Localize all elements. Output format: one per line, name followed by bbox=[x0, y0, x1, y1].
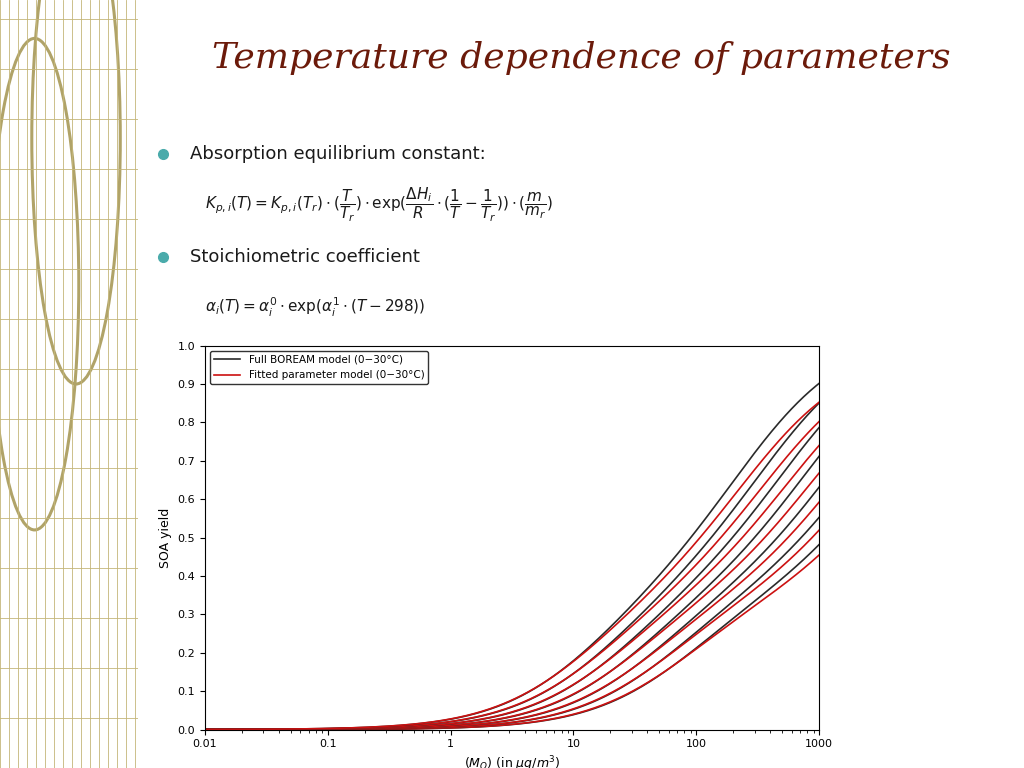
Full BOREAM model (0−30°C) bbox=[272, 725, 285, 734]
Full BOREAM model (0−30°C) bbox=[199, 725, 211, 734]
Fitted parameter model (0−30°C) bbox=[398, 724, 411, 733]
Fitted parameter model (0−30°C) bbox=[272, 725, 285, 734]
Text: Stoichiometric coefficient: Stoichiometric coefficient bbox=[189, 248, 420, 266]
Fitted parameter model (0−30°C) bbox=[813, 551, 825, 560]
Text: $\alpha_i(T) = \alpha_i^0 \cdot \exp(\alpha_i^1 \cdot (T - 298))$: $\alpha_i(T) = \alpha_i^0 \cdot \exp(\al… bbox=[205, 296, 425, 319]
Full BOREAM model (0−30°C) bbox=[642, 678, 654, 687]
Full BOREAM model (0−30°C) bbox=[813, 540, 825, 549]
Line: Full BOREAM model (0−30°C): Full BOREAM model (0−30°C) bbox=[205, 545, 819, 730]
Text: $K_{p,i}(T) = K_{p,i}(T_r) \cdot (\dfrac{T}{T_r}) \cdot \exp(\dfrac{\Delta H_i}{: $K_{p,i}(T) = K_{p,i}(T_r) \cdot (\dfrac… bbox=[205, 186, 553, 224]
Fitted parameter model (0−30°C) bbox=[642, 677, 654, 687]
Full BOREAM model (0−30°C) bbox=[585, 705, 597, 714]
Text: 0°C: 0°C bbox=[633, 641, 733, 692]
Fitted parameter model (0−30°C) bbox=[442, 723, 455, 733]
Fitted parameter model (0−30°C) bbox=[645, 676, 657, 685]
X-axis label: $(M_O)$ (in $\mu g/m^3$): $(M_O)$ (in $\mu g/m^3$) bbox=[464, 755, 560, 768]
Full BOREAM model (0−30°C) bbox=[645, 676, 657, 685]
Y-axis label: SOA yield: SOA yield bbox=[159, 508, 172, 568]
Text: Temperature dependence of parameters: Temperature dependence of parameters bbox=[212, 41, 950, 74]
Text: 30°C: 30°C bbox=[658, 581, 775, 616]
Fitted parameter model (0−30°C) bbox=[199, 725, 211, 734]
Line: Fitted parameter model (0−30°C): Fitted parameter model (0−30°C) bbox=[205, 555, 819, 730]
Full BOREAM model (0−30°C) bbox=[398, 724, 411, 733]
Fitted parameter model (0−30°C) bbox=[585, 704, 597, 713]
Full BOREAM model (0−30°C) bbox=[442, 723, 455, 733]
Text: Absorption equilibrium constant:: Absorption equilibrium constant: bbox=[189, 144, 485, 163]
Legend: Full BOREAM model (0−30°C), Fitted parameter model (0−30°C): Full BOREAM model (0−30°C), Fitted param… bbox=[210, 351, 428, 384]
